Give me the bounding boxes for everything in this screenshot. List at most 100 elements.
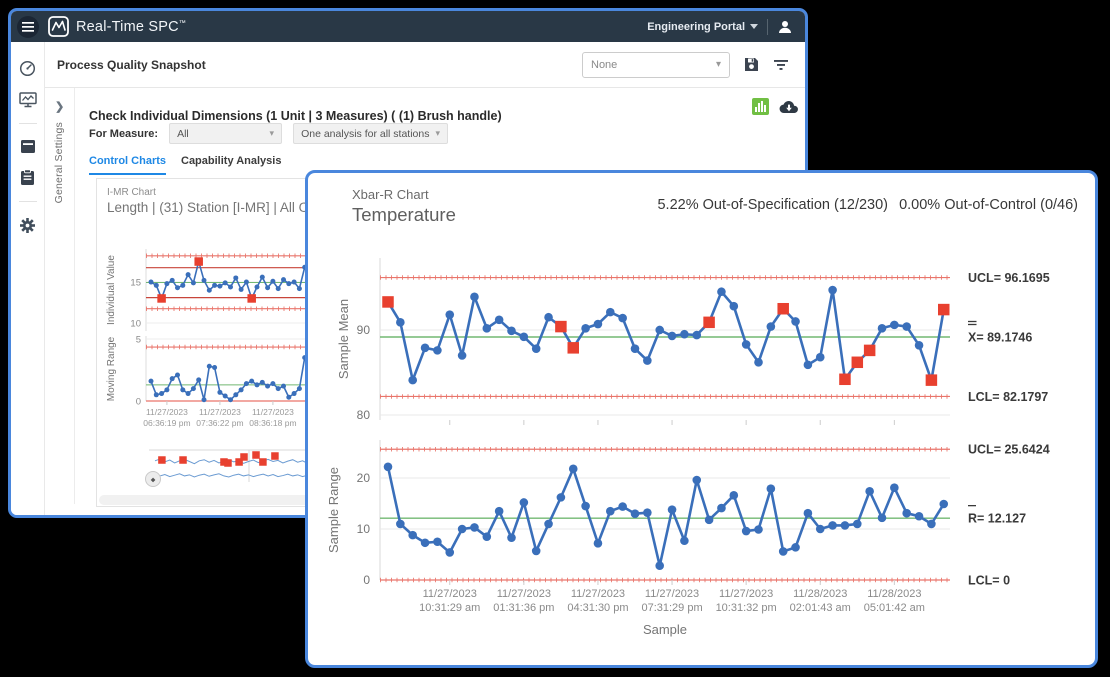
caret-down-icon: ▾ (436, 128, 441, 139)
out-of-control-marker (852, 357, 864, 369)
monitor-chart-icon[interactable] (19, 92, 37, 108)
xbar-chart-type-label: Xbar-R Chart (352, 187, 429, 202)
svg-text:11/28/2023: 11/28/2023 (793, 588, 847, 600)
svg-text:06:36:19 pm: 06:36:19 pm (143, 418, 190, 428)
caret-down-icon: ▾ (270, 128, 275, 139)
analysis-tabs: Control Charts Capability Analysis (89, 155, 281, 175)
svg-text:LCL= 82.1797: LCL= 82.1797 (968, 390, 1048, 404)
svg-text:05:01:42 am: 05:01:42 am (864, 602, 925, 614)
measure-dropdown[interactable]: All ▾ (169, 123, 282, 144)
out-of-control-marker (839, 374, 851, 386)
dashboard-gauge-icon[interactable] (19, 60, 36, 77)
navigator-out-marker (224, 459, 232, 467)
navigator-out-marker (158, 456, 166, 464)
navigator-out-marker (259, 458, 267, 466)
strip-divider (74, 88, 75, 504)
save-icon[interactable] (743, 56, 760, 73)
app-header-bar: Real-Time SPC™ Engineering Portal (11, 11, 805, 42)
svg-text:11/28/2023: 11/28/2023 (867, 588, 921, 600)
sample-range-series (384, 462, 948, 570)
imr-chart-type-label: I-MR Chart (107, 187, 156, 198)
navigator-out-marker (271, 452, 279, 460)
out-of-control-marker (555, 321, 567, 333)
general-settings-label: General Settings (53, 122, 65, 203)
out-of-spec-stat: 5.22% Out-of-Specification (12/230) (657, 197, 888, 213)
settings-gear-icon[interactable] (19, 217, 36, 234)
hamburger-menu-icon (22, 22, 34, 32)
svg-text:01:31:36 pm: 01:31:36 pm (493, 602, 554, 614)
analysis-mode-dropdown[interactable]: One analysis for all stations ▾ (293, 123, 448, 144)
moving-range-series (149, 355, 313, 402)
page-title: Process Quality Snapshot (57, 58, 206, 72)
header-divider (767, 19, 768, 35)
svg-text:90: 90 (357, 323, 371, 337)
out-of-control-marker (247, 294, 256, 303)
svg-text:02:01:43 am: 02:01:43 am (790, 602, 851, 614)
out-of-control-stat: 0.00% Out-of-Control (0/46) (899, 197, 1078, 213)
for-measure-label: For Measure: (89, 128, 158, 140)
svg-text:04:31:30 pm: 04:31:30 pm (567, 602, 628, 614)
svg-text:80: 80 (357, 408, 371, 422)
cloud-download-icon[interactable] (779, 99, 799, 115)
desktop-background: Real-Time SPC™ Engineering Portal Proces… (0, 0, 1110, 677)
person-icon[interactable] (777, 19, 793, 35)
filter-icon[interactable] (773, 58, 789, 72)
svg-text:R= 12.127: R= 12.127 (968, 512, 1026, 526)
svg-text:11/27/2023: 11/27/2023 (719, 588, 773, 600)
individual-value-series (149, 257, 313, 302)
svg-text:Sample: Sample (643, 622, 687, 637)
svg-text:07:36:22 pm: 07:36:22 pm (196, 418, 243, 428)
svg-text:Sample Range: Sample Range (326, 467, 341, 553)
svg-text:15: 15 (130, 278, 141, 289)
svg-text:11/27/2023: 11/27/2023 (645, 588, 699, 600)
svg-text:11/27/2023: 11/27/2023 (497, 588, 551, 600)
left-icon-sidebar (11, 42, 45, 515)
report-dropdown-value: None (591, 59, 617, 71)
svg-text:◆: ◆ (151, 478, 156, 484)
caret-down-icon (750, 24, 758, 29)
svg-text:Sample Mean: Sample Mean (336, 299, 351, 379)
sidebar-divider (19, 123, 37, 124)
measure-dropdown-value: All (177, 128, 189, 140)
collapse-chevron-icon[interactable]: ❯ (55, 100, 64, 113)
svg-text:UCL= 96.1695: UCL= 96.1695 (968, 271, 1050, 285)
svg-text:11/27/2023: 11/27/2023 (571, 588, 625, 600)
svg-text:08:36:18 pm: 08:36:18 pm (249, 418, 296, 428)
navigator-drag-handle[interactable]: ◆ (146, 472, 161, 487)
clipboard-icon[interactable] (20, 169, 35, 186)
out-of-control-marker (703, 317, 715, 329)
portal-dropdown[interactable]: Engineering Portal (647, 21, 758, 33)
out-of-control-marker (864, 345, 876, 357)
caret-down-icon: ▾ (716, 59, 721, 70)
tab-capability-analysis[interactable]: Capability Analysis (181, 155, 281, 175)
tab-control-charts[interactable]: Control Charts (89, 155, 166, 175)
svg-text:11/27/2023: 11/27/2023 (146, 407, 188, 417)
analysis-mode-value: One analysis for all stations (301, 128, 429, 140)
navigator-out-marker (240, 453, 248, 461)
out-of-control-marker (194, 257, 203, 266)
svg-text:Moving Range: Moving Range (106, 336, 117, 401)
analysis-section-title: Check Individual Dimensions (1 Unit | 3 … (89, 109, 502, 123)
hamburger-menu-button[interactable] (17, 16, 39, 38)
svg-text:11/27/2023: 11/27/2023 (252, 407, 294, 417)
svg-text:X= 89.1746: X= 89.1746 (968, 331, 1032, 345)
svg-text:20: 20 (357, 471, 371, 485)
svg-text:07:31:29 pm: 07:31:29 pm (641, 602, 702, 614)
report-dropdown[interactable]: None ▾ (582, 52, 730, 78)
out-of-control-marker (926, 374, 938, 386)
xbar-r-chart-window: 90 80 UCL= 96.1695 X= 89.1746 LCL= 82.1797 Sa… (305, 170, 1098, 668)
app-title: Real-Time SPC™ (76, 19, 186, 35)
general-settings-strip: ❯ General Settings (45, 88, 75, 515)
svg-text:10:31:32 pm: 10:31:32 pm (716, 602, 777, 614)
svg-text:LCL= 0: LCL= 0 (968, 574, 1010, 588)
svg-text:10:31:29 am: 10:31:29 am (419, 602, 480, 614)
navigator-out-marker (252, 451, 260, 459)
svg-text:0: 0 (136, 397, 141, 408)
snapshot-toolbar: Process Quality Snapshot None ▾ (45, 42, 805, 88)
svg-text:UCL= 25.6424: UCL= 25.6424 (968, 443, 1050, 457)
storage-box-icon[interactable] (20, 139, 36, 154)
histogram-icon-button[interactable] (752, 98, 769, 115)
app-logo-icon (48, 16, 69, 37)
svg-text:Individual Value: Individual Value (106, 255, 117, 325)
svg-text:11/27/2023: 11/27/2023 (423, 588, 477, 600)
